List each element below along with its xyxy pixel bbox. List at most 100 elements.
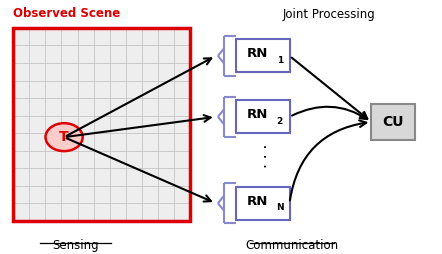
Text: CU: CU [383,115,404,129]
Bar [94,186,110,203]
Bar [29,168,46,186]
Bar [94,116,110,133]
Bar [46,81,61,98]
Bar [158,203,174,221]
Bar [77,133,94,151]
Bar [110,133,126,151]
Bar [29,63,46,81]
Bar [158,63,174,81]
Bar [77,116,94,133]
Bar [94,133,110,151]
Bar [110,63,126,81]
Text: RN: RN [247,195,268,208]
Bar [13,151,29,168]
Bar [61,28,77,45]
Bar [142,116,158,133]
Bar [29,116,46,133]
Bar [13,168,29,186]
Bar [142,133,158,151]
Bar [46,28,61,45]
Bar [77,63,94,81]
Bar [94,151,110,168]
Text: N: N [276,203,284,212]
Bar [158,81,174,98]
Bar [158,45,174,63]
Bar [77,186,94,203]
Bar [61,186,77,203]
Bar [158,98,174,116]
Bar [174,63,190,81]
Bar [110,116,126,133]
Bar [110,203,126,221]
Text: RN: RN [247,47,268,60]
Bar [77,168,94,186]
Bar [46,168,61,186]
Text: Joint Processing: Joint Processing [283,8,376,21]
Bar [13,133,29,151]
Bar [46,203,61,221]
Bar [236,39,290,72]
Bar [77,98,94,116]
Bar [142,28,158,45]
Bar [13,116,29,133]
Bar [126,116,142,133]
Bar [94,81,110,98]
Bar [142,81,158,98]
Bar [46,133,61,151]
Bar [94,45,110,63]
Bar [126,203,142,221]
Bar [61,81,77,98]
Bar [94,203,110,221]
Bar [110,98,126,116]
Bar [13,45,29,63]
Text: Observed Scene: Observed Scene [13,7,121,20]
Bar [110,81,126,98]
Text: . . .: . . . [255,144,271,168]
Bar [61,45,77,63]
Bar [174,28,190,45]
Bar [142,45,158,63]
Bar [110,151,126,168]
Bar [158,151,174,168]
Bar [142,168,158,186]
Text: RN: RN [247,108,268,121]
Bar [126,63,142,81]
Text: T: T [59,130,69,144]
Bar [126,186,142,203]
Bar [94,28,110,45]
Bar [158,186,174,203]
Bar [46,151,61,168]
Text: 2: 2 [277,117,283,126]
Bar [13,186,29,203]
Bar [46,63,61,81]
Bar [29,133,46,151]
Bar [29,203,46,221]
Bar [174,98,190,116]
Bar [94,168,110,186]
Bar [13,28,190,221]
Bar [13,81,29,98]
Bar [77,81,94,98]
Bar [29,81,46,98]
Bar [126,98,142,116]
Bar [174,203,190,221]
Ellipse shape [46,123,83,151]
Bar [29,98,46,116]
Bar [77,28,94,45]
Bar [77,203,94,221]
Bar [174,116,190,133]
Bar [61,203,77,221]
Bar [236,100,290,133]
Bar [61,168,77,186]
Bar [142,151,158,168]
Bar [158,133,174,151]
Bar [126,28,142,45]
Bar [126,133,142,151]
Bar [29,28,46,45]
Bar [46,45,61,63]
Bar [61,98,77,116]
Bar [174,81,190,98]
Bar [61,133,77,151]
Bar [158,116,174,133]
Bar [371,104,415,140]
